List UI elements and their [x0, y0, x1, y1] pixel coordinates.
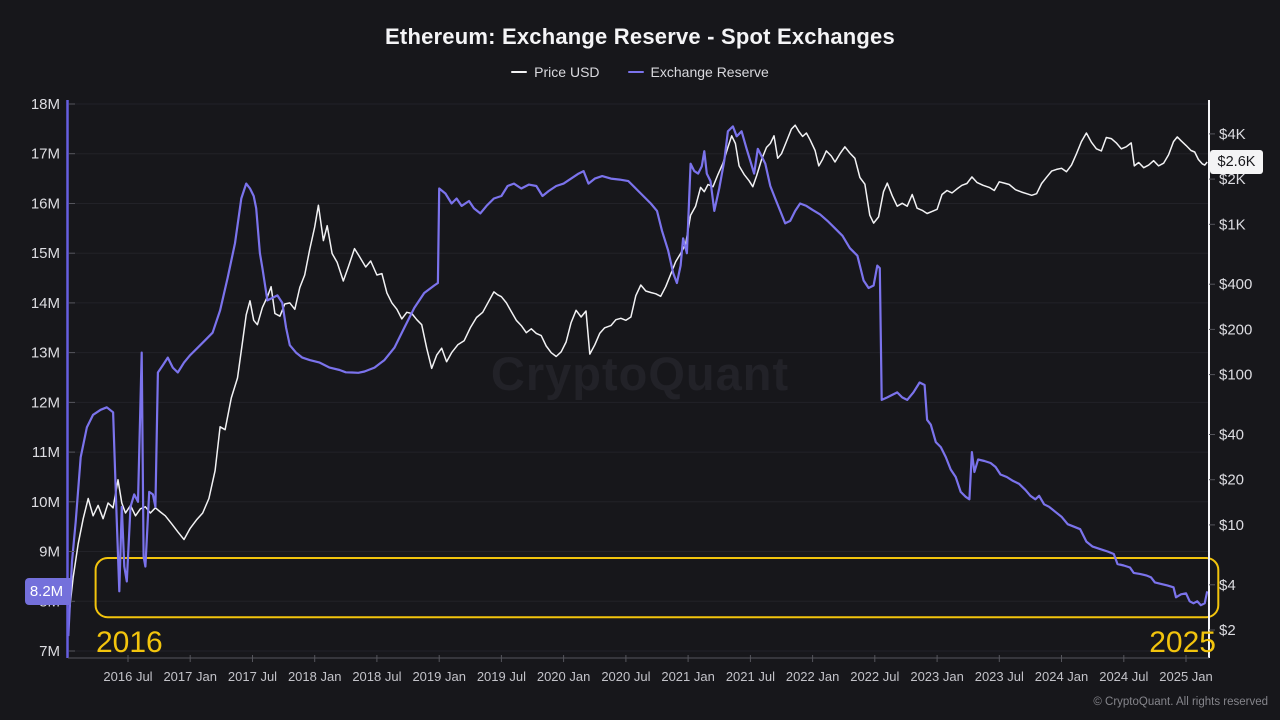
legend-label-reserve: Exchange Reserve	[650, 64, 769, 80]
legend-item-reserve[interactable]: Exchange Reserve	[627, 64, 769, 80]
x-axis-label: 2019 Jul	[477, 669, 526, 684]
y-axis-left-label: 12M	[31, 394, 60, 411]
x-axis-label: 2023 Jan	[910, 669, 964, 684]
highlight-box	[94, 557, 1220, 619]
y-axis-left-label: 7M	[39, 643, 60, 660]
x-axis-label: 2017 Jan	[163, 669, 217, 684]
y-axis-right-label: $10	[1219, 517, 1244, 534]
exchange-reserve-line	[67, 125, 1209, 637]
y-axis-right-label: $2K	[1219, 171, 1246, 188]
x-axis-label: 2021 Jul	[726, 669, 775, 684]
legend-label-price: Price USD	[534, 64, 600, 80]
chart-title: Ethereum: Exchange Reserve - Spot Exchan…	[385, 24, 895, 49]
price-value-badge: $2.6K	[1210, 150, 1263, 174]
y-axis-right-label: $100	[1219, 367, 1252, 384]
y-axis-left-label: 13M	[31, 345, 60, 362]
y-axis-left-label: 9M	[39, 544, 60, 561]
x-axis-label: 2022 Jan	[786, 669, 840, 684]
y-axis-left-label: 11M	[32, 444, 60, 461]
annotation-year-end: 2025	[1149, 626, 1216, 659]
x-axis-label: 2025 Jan	[1159, 669, 1213, 684]
price-usd-line	[67, 124, 1208, 621]
price-line-swatch-icon	[511, 71, 528, 73]
x-axis-label: 2019 Jan	[412, 669, 466, 684]
y-axis-left-label: 14M	[31, 295, 60, 312]
y-axis-left-label: 10M	[31, 494, 60, 511]
x-axis-label: 2017 Jul	[228, 669, 277, 684]
x-axis-label: 2021 Jan	[661, 669, 715, 684]
y-axis-left-label: 18M	[31, 96, 60, 113]
reserve-value-badge: 8.2M	[25, 578, 71, 605]
y-axis-right-label: $20	[1219, 472, 1244, 489]
y-axis-right-label: $4K	[1219, 126, 1246, 143]
y-axis-left-label: 16M	[31, 196, 60, 213]
x-axis-label: 2024 Jan	[1035, 669, 1089, 684]
y-axis-right-label: $400	[1219, 276, 1252, 293]
y-axis-right-label: $200	[1219, 321, 1252, 338]
y-axis-right-label: $40	[1219, 427, 1244, 444]
y-axis-right-label: $2	[1219, 622, 1236, 639]
reserve-line-swatch-icon	[627, 71, 644, 73]
x-axis-label: 2018 Jan	[288, 669, 342, 684]
x-axis-label: 2024 Jul	[1099, 669, 1148, 684]
copyright-text: © CryptoQuant. All rights reserved	[1093, 696, 1268, 708]
x-axis-label: 2018 Jul	[352, 669, 401, 684]
x-axis-label: 2022 Jul	[850, 669, 899, 684]
x-axis-label: 2023 Jul	[975, 669, 1024, 684]
x-axis-label: 2016 Jul	[103, 669, 152, 684]
y-axis-left-label: 17M	[31, 146, 60, 163]
annotation-year-start: 2016	[96, 626, 163, 659]
legend-item-price[interactable]: Price USD	[511, 64, 600, 80]
y-axis-right-label: $1K	[1219, 216, 1246, 233]
x-axis-label: 2020 Jul	[601, 669, 650, 684]
y-axis-left-label: 15M	[31, 245, 60, 262]
x-axis-label: 2020 Jan	[537, 669, 591, 684]
chart-legend: Price USD Exchange Reserve	[0, 64, 1280, 80]
y-axis-right-label: $4	[1219, 577, 1236, 594]
